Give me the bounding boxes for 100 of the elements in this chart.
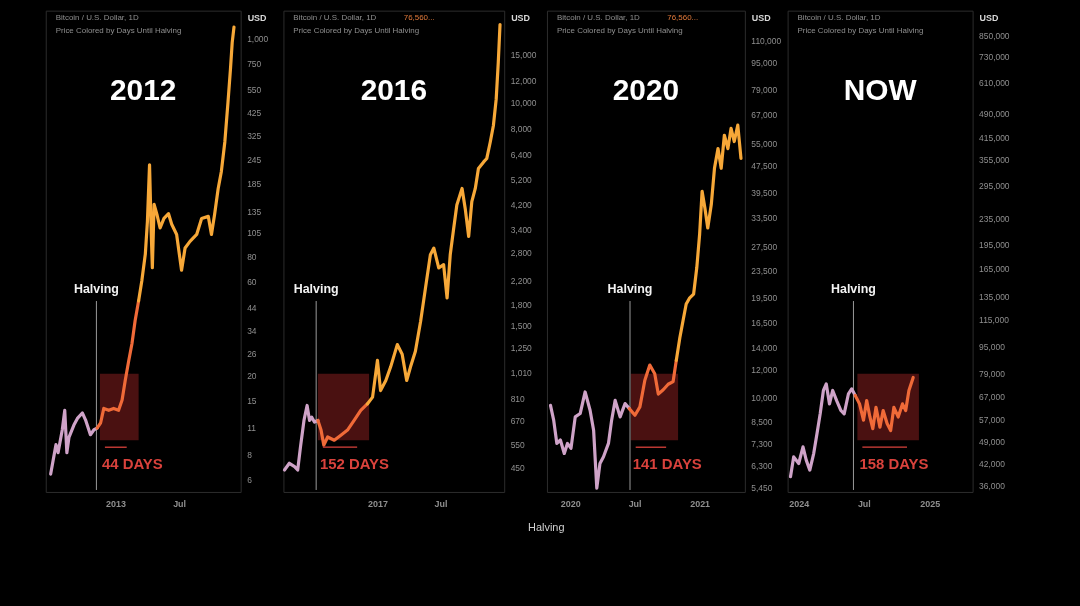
y-tick-label: 245 [247, 155, 262, 166]
y-tick-label: 135,000 [979, 292, 1010, 303]
annotation: Bitcoin / U.S. Dollar, 1D [55, 12, 139, 22]
annotation: Price Colored by Days Until Halving [55, 25, 182, 35]
y-tick-label: 47,500 [751, 160, 778, 171]
y-tick-label: 165,000 [979, 263, 1010, 274]
y-tick-label: 8,000 [510, 123, 533, 134]
y-tick-label: 450 [510, 463, 526, 474]
x-tick-label: 2013 [105, 499, 126, 510]
y-tick-label: 80 [247, 251, 257, 262]
annotation: 76,560... [667, 12, 699, 22]
y-tick-label: 67,000 [979, 392, 1006, 403]
y-tick-label: 79,000 [979, 368, 1006, 379]
x-tick-label: Jul [434, 499, 448, 510]
y-tick-label: 20 [247, 371, 257, 382]
x-tick-label: Jul [173, 499, 187, 510]
y-tick-label: 105 [247, 228, 262, 239]
y-tick-label: 39,500 [751, 188, 778, 199]
y-tick-label: 5,200 [510, 174, 533, 185]
y-tick-label: 12,000 [751, 365, 778, 376]
y-tick-label: 4,200 [510, 199, 533, 210]
y-tick-label: 670 [510, 416, 526, 427]
line-series [548, 390, 631, 490]
annotation: Bitcoin / U.S. Dollar, 1D [293, 12, 377, 22]
band-label: 158 DAYS [859, 456, 929, 473]
y-tick-label: 36,000 [979, 480, 1006, 491]
line-series [49, 408, 99, 476]
annotation: Price Colored by Days Until Halving [556, 25, 683, 35]
ref-line-label: Halving [73, 282, 119, 297]
y-axis-title: USD [979, 13, 999, 24]
annotation: Price Colored by Days Until Halving [293, 25, 420, 35]
x-tick-label: 2021 [690, 499, 711, 510]
y-tick-label: 14,000 [751, 342, 778, 353]
y-tick-label: 1,800 [510, 299, 533, 310]
y-tick-label: 6,300 [751, 461, 773, 472]
line-series [282, 403, 320, 472]
y-tick-label: 67,000 [751, 109, 778, 120]
y-tick-label: 3,400 [510, 224, 533, 235]
line-series [853, 375, 915, 433]
y-tick-label: 26 [247, 348, 257, 359]
y-tick-label: 7,300 [751, 439, 773, 450]
y-tick-label: 27,500 [751, 242, 778, 253]
y-tick-label: 610,000 [979, 77, 1010, 88]
annotation: Bitcoin / U.S. Dollar, 1D [556, 12, 641, 22]
y-tick-label: 2,800 [510, 247, 533, 258]
y-axis-title: USD [247, 13, 268, 24]
y-tick-label: 850,000 [979, 30, 1010, 41]
y-axis-title: USD [511, 13, 531, 24]
y-tick-label: 115,000 [979, 315, 1010, 326]
y-tick-label: 8,500 [751, 416, 773, 427]
text: NOW [843, 73, 918, 107]
y-tick-label: 425 [247, 107, 262, 118]
line-series [95, 299, 141, 430]
y-tick-label: 550 [510, 439, 526, 450]
y-tick-label: 135 [247, 206, 262, 217]
line-series [788, 382, 857, 479]
annotation: Bitcoin / U.S. Dollar, 1D [797, 12, 881, 22]
y-tick-label: 57,000 [979, 415, 1006, 426]
text: 2012 [110, 73, 177, 107]
line-series [316, 402, 369, 447]
y-tick-label: 95,000 [751, 57, 778, 68]
y-tick-label: 44 [247, 303, 257, 314]
x-tick-label: 2024 [789, 499, 810, 510]
y-tick-label: 6 [247, 475, 253, 486]
y-tick-label: 55,000 [751, 139, 778, 150]
y-tick-label: 415,000 [979, 132, 1010, 143]
y-tick-label: 33,500 [751, 212, 778, 223]
y-tick-label: 60 [247, 276, 257, 287]
y-tick-label: 5,450 [751, 482, 773, 493]
y-tick-label: 2,200 [510, 276, 533, 287]
x-tick-label: 2025 [920, 499, 941, 510]
y-tick-label: 95,000 [979, 342, 1006, 353]
y-tick-label: 295,000 [979, 181, 1010, 192]
y-tick-label: 19,500 [751, 293, 778, 304]
y-tick-label: 23,500 [751, 265, 778, 276]
y-tick-label: 325 [247, 130, 262, 141]
y-tick-label: 195,000 [979, 240, 1010, 251]
text: 2020 [612, 73, 680, 107]
y-axis-title: USD [751, 13, 772, 24]
ref-line-label: Halving [293, 282, 339, 297]
ref-line-label: Halving [607, 282, 653, 297]
y-tick-label: 730,000 [979, 52, 1010, 63]
y-tick-label: 6,400 [510, 150, 533, 161]
y-tick-label: 235,000 [979, 213, 1010, 224]
y-tick-label: 1,010 [510, 368, 533, 379]
y-tick-label: 355,000 [979, 154, 1010, 165]
band-label: 141 DAYS [632, 456, 702, 473]
line-series [674, 123, 743, 362]
y-tick-label: 79,000 [751, 85, 778, 96]
y-tick-label: 49,000 [979, 436, 1006, 447]
y-tick-label: 15,000 [510, 49, 537, 60]
y-tick-label: 15 [247, 396, 257, 407]
x-tick-label: Jul [857, 499, 871, 510]
line-series [627, 358, 678, 417]
y-tick-label: 1,500 [510, 321, 533, 332]
text: 2016 [360, 73, 427, 107]
annotation: Price Colored by Days Until Halving [797, 25, 924, 35]
text: Halving [528, 520, 565, 533]
band-label: 44 DAYS [101, 456, 163, 473]
ref-line-label: Halving [831, 282, 876, 297]
